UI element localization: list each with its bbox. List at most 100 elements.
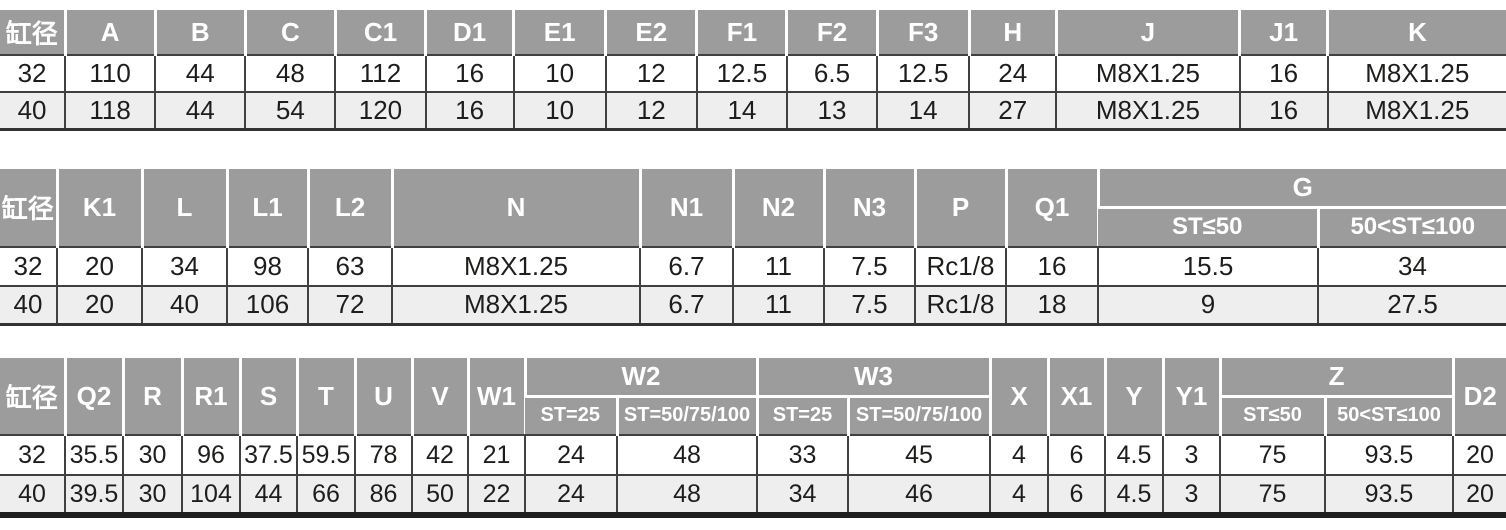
data-cell: 22 (467, 475, 526, 518)
header-cell-N: N (390, 168, 640, 247)
data-cell: M8X1.25 (391, 245, 641, 287)
data-cell: 120 (334, 92, 427, 131)
header-cell-L: L (140, 168, 227, 247)
table-row-bore-40: 40 118 44 54 120 16 10 12 14 13 14 27 M8X1.25 16 M8X1.… (0, 92, 1506, 131)
data-cell: 10 (512, 54, 607, 93)
data-cell: 44 (154, 54, 247, 93)
data-cell: 9 (1097, 285, 1319, 326)
header-cell-D1: D1 (424, 10, 514, 55)
header-cell-R1: R1 (180, 358, 240, 435)
header-cell-F2: F2 (785, 10, 878, 55)
data-cell: 34 (756, 475, 849, 518)
header-cell-R: R (121, 358, 182, 435)
header-cell-Q1: Q1 (1004, 168, 1098, 247)
header-cell-ST=50/75/100: ST=50/75/100 (846, 394, 990, 435)
data-cell: 3 (1162, 434, 1221, 476)
header-cell-缸径: 缸径 (0, 358, 65, 435)
data-cell: 10 (512, 92, 607, 131)
header-cell-K: K (1326, 10, 1506, 55)
data-cell: 93.5 (1323, 475, 1455, 518)
data-cell: 32 (0, 245, 58, 287)
header-cell-ST=25: ST=25 (525, 394, 617, 435)
data-cell: 12 (604, 92, 698, 131)
header-cell-P: P (913, 168, 1006, 247)
header-cell-H: H (967, 10, 1057, 55)
data-cell: 16 (1005, 245, 1099, 287)
data-cell: 16 (1238, 54, 1329, 93)
cylinder-dimensions-table-3: 缸径 Q2 R R1 S T U V W1 W2 W3 X X1 Y Y1 Z D2 ST=25 ST=50/75/… (0, 358, 1506, 518)
data-cell: 16 (424, 92, 515, 131)
data-cell: 34 (1316, 245, 1506, 287)
header-cell-B: B (153, 10, 246, 55)
header-cell-N1: N1 (638, 168, 733, 247)
data-cell: 20 (56, 245, 143, 287)
data-cell: 6.5 (785, 54, 879, 93)
header-cell-50<ST≤100: 50<ST≤100 (1323, 394, 1454, 435)
header-cell-A: A (63, 10, 156, 55)
data-cell: 40 (0, 92, 67, 131)
data-cell: 6 (1047, 434, 1106, 476)
data-cell: 112 (334, 54, 427, 93)
header-cell-Q2: Q2 (63, 358, 123, 435)
header-cell-J: J (1054, 10, 1240, 55)
data-cell: 3 (1162, 475, 1221, 518)
data-cell: 54 (244, 92, 337, 131)
header-cell-L1: L1 (225, 168, 308, 247)
data-cell: 75 (1219, 475, 1326, 518)
data-cell: M8X1.25 (1055, 92, 1241, 131)
data-cell: 37.5 (239, 434, 298, 476)
cylinder-dimensions-table-1: 缸径 A B C C1 D1 E1 E2 F1 F2 F3 H J J1 K 32 110 44 48 112 16 10… (0, 10, 1506, 131)
data-cell: 20 (56, 285, 143, 326)
data-cell: 11 (732, 285, 825, 326)
header-cell-ST=50/75/100: ST=50/75/100 (615, 394, 757, 435)
header-cell-X1: X1 (1046, 358, 1105, 435)
data-cell: 30 (122, 475, 183, 518)
data-cell: 40 (0, 475, 66, 518)
data-cell: 98 (226, 245, 309, 287)
data-cell: 11 (732, 245, 825, 287)
header-cell-F1: F1 (695, 10, 787, 55)
data-cell: 42 (411, 434, 469, 476)
data-cell: 40 (0, 285, 58, 326)
data-cell: 18 (1005, 285, 1099, 326)
header-cell-C: C (243, 10, 336, 55)
data-cell: 32 (0, 434, 66, 476)
data-cell: 6.7 (639, 245, 734, 287)
data-cell: 32 (0, 54, 67, 93)
data-cell: 50 (411, 475, 469, 518)
header-cell-E1: E1 (512, 10, 606, 55)
data-cell: 24 (524, 475, 618, 518)
data-cell: 6.7 (639, 285, 734, 326)
header-cell-W3: W3 (755, 358, 990, 396)
data-cell: M8X1.25 (1326, 92, 1506, 131)
data-cell: 12.5 (695, 54, 788, 93)
data-cell: 66 (296, 475, 356, 518)
data-cell: 104 (181, 475, 241, 518)
header-cell-ST≤50: ST≤50 (1218, 394, 1325, 435)
data-cell: 30 (122, 434, 183, 476)
data-cell: 110 (64, 54, 157, 93)
data-cell: 106 (226, 285, 309, 326)
data-cell: 4 (989, 434, 1049, 476)
header-cell-N2: N2 (731, 168, 824, 247)
header-cell-G: G (1096, 168, 1506, 208)
header-cell-U: U (353, 358, 412, 435)
header-cell-Y: Y (1103, 358, 1163, 435)
data-cell: 7.5 (823, 285, 916, 326)
table-row-bore-32: 32 35.5 30 96 37.5 59.5 78 42 21 24 48 33 45 4 6 4.5 3 75… (0, 434, 1506, 476)
data-cell: 4 (989, 475, 1049, 518)
table-row-bore-40: 40 39.5 30 104 44 66 86 50 22 24 48 34 46 4 6 4.5 3 75 93.… (0, 475, 1506, 518)
data-cell: 63 (307, 245, 393, 287)
data-cell: 35.5 (64, 434, 124, 476)
data-cell: 48 (616, 434, 758, 476)
data-cell: 15.5 (1097, 245, 1319, 287)
data-cell: M8X1.25 (1055, 54, 1241, 93)
data-cell: 78 (354, 434, 413, 476)
header-cell-N3: N3 (822, 168, 915, 247)
data-cell: 93.5 (1323, 434, 1455, 476)
data-cell: 33 (756, 434, 849, 476)
data-cell: 27 (968, 92, 1058, 131)
data-cell: 12 (604, 54, 698, 93)
data-cell: 44 (239, 475, 298, 518)
data-cell: 96 (181, 434, 241, 476)
